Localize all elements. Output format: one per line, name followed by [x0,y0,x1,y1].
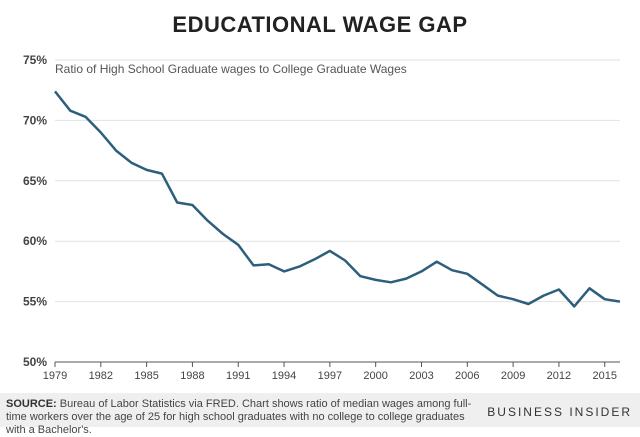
y-tick-label: 60% [23,234,47,248]
source-text: Bureau of Labor Statistics via FRED. Cha… [6,398,472,436]
x-tick-label: 1979 [43,370,67,382]
chart-title: EDUCATIONAL WAGE GAP [172,12,468,37]
brand-logo: BUSINESS INSIDER [487,405,632,419]
source-note: SOURCE: Bureau of Labor Statistics via F… [6,398,476,437]
x-tick-label: 2003 [409,370,433,382]
x-tick-label: 1997 [318,370,342,382]
line-chart: 50%55%60%65%70%75% 1979 1982 1985 1988 1991 1… [23,53,621,382]
x-tick-label: 1991 [226,370,250,382]
x-tick-label: 2009 [501,370,525,382]
x-tick-label: 1985 [134,370,158,382]
grid-lines [55,59,620,303]
y-tick-label: 75% [23,53,47,67]
source-label: SOURCE: [6,398,57,410]
y-tick-label: 50% [23,355,47,369]
chart-subtitle: Ratio of High School Graduate wages to C… [55,62,407,76]
x-axis-ticks: 1979 1982 1985 1988 1991 1994 1997 2000 2003 2006… [43,362,617,382]
footer: SOURCE: Bureau of Labor Statistics via F… [0,393,640,436]
x-tick-label: 2012 [547,370,571,382]
x-tick-label: 2000 [363,370,387,382]
series-line-hs-to-college-ratio [54,90,621,308]
x-tick-label: 2006 [455,370,479,382]
y-tick-label: 70% [23,113,47,127]
y-axis-ticks: 50% 55% 60% 65% 70% 75% [23,53,47,369]
y-tick-label: 55% [23,295,47,309]
x-tick-label: 2015 [592,370,616,382]
x-tick-label: 1994 [272,370,296,382]
x-tick-label: 1982 [89,370,113,382]
y-tick-label: 65% [23,174,47,188]
x-tick-label: 1988 [180,370,204,382]
